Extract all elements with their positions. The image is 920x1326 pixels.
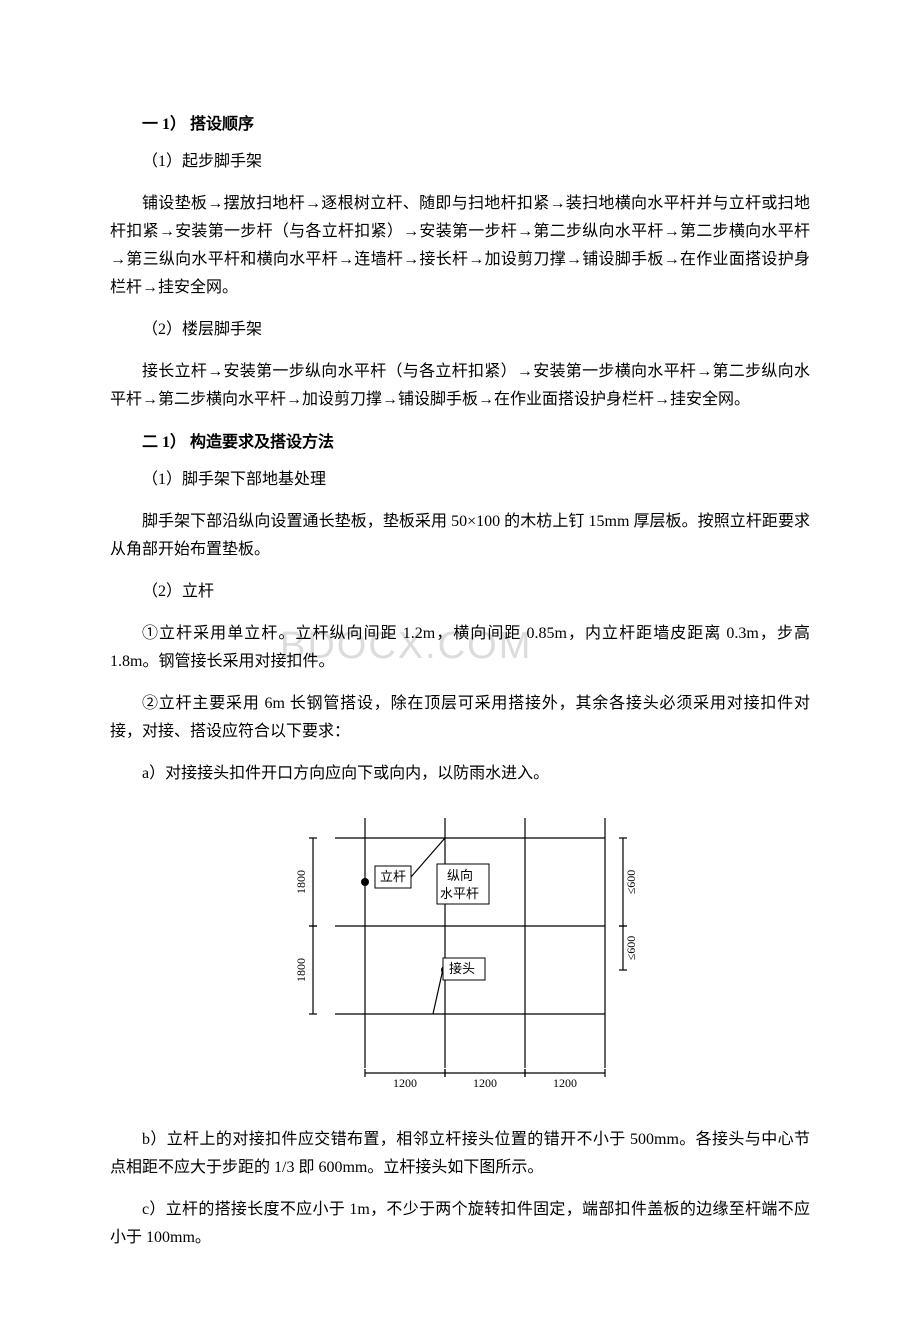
section2-heading: 二 1） 构造要求及搭设方法 <box>110 428 810 452</box>
section1-heading: 一 1） 搭设顺序 <box>110 110 810 134</box>
section1-p3: （2）楼层脚手架 <box>110 316 810 344</box>
section1-p4: 接长立杆→安装第一步纵向水平杆（与各立杆扣紧）→安装第一步横向水平杆→第二步纵向… <box>110 358 810 414</box>
diagram-container: 立杆 纵向水平杆接头 1800 1800 ≤600 ≤600 1200 1200 1200 <box>110 808 810 1098</box>
section2-p3: （2）立杆 <box>110 578 810 606</box>
svg-text:纵向: 纵向 <box>447 868 473 883</box>
section2-p5: ②立杆主要采用 6m 长钢管搭设，除在顶层可采用搭接外，其余各接头必须采用对接扣… <box>110 690 810 746</box>
section2-p2: 脚手架下部沿纵向设置通长垫板，垫板采用 50×100 的木枋上钉 15mm 厚层… <box>110 508 810 564</box>
section2-p7: b）立杆上的对接扣件应交错布置，相邻立杆接头位置的错开不小于 500mm。各接头… <box>110 1126 810 1182</box>
scaffold-diagram: 立杆 纵向水平杆接头 1800 1800 ≤600 ≤600 1200 1200 1200 <box>275 808 645 1098</box>
section2-p1: （1）脚手架下部地基处理 <box>110 466 810 494</box>
svg-text:≤600: ≤600 <box>624 870 638 895</box>
svg-text:接头: 接头 <box>449 961 475 976</box>
section2-p8: c）立杆的搭接长度不应小于 1m，不少于两个旋转扣件固定，端部扣件盖板的边缘至杆… <box>110 1196 810 1252</box>
svg-text:1800: 1800 <box>294 958 308 982</box>
section2-p4: ①立杆采用单立杆。立杆纵向间距 1.2m，横向间距 0.85m，内立杆距墙皮距离… <box>110 620 810 676</box>
svg-text:立杆: 立杆 <box>380 869 406 884</box>
svg-text:≤600: ≤600 <box>624 936 638 961</box>
section1-p1: （1）起步脚手架 <box>110 148 810 176</box>
section1-p2: 铺设垫板→摆放扫地杆→逐根树立杆、随即与扫地杆扣紧→装扫地横向水平杆并与立杆或扫… <box>110 190 810 302</box>
document-content: 一 1） 搭设顺序 （1）起步脚手架 铺设垫板→摆放扫地杆→逐根树立杆、随即与扫… <box>110 110 810 1252</box>
svg-text:1200: 1200 <box>553 1076 577 1090</box>
section2-p6: a）对接接头扣件开口方向应向下或向内，以防雨水进入。 <box>110 760 810 788</box>
svg-text:1200: 1200 <box>393 1076 417 1090</box>
svg-text:1800: 1800 <box>294 870 308 894</box>
svg-text:水平杆: 水平杆 <box>440 886 479 901</box>
svg-text:1200: 1200 <box>473 1076 497 1090</box>
